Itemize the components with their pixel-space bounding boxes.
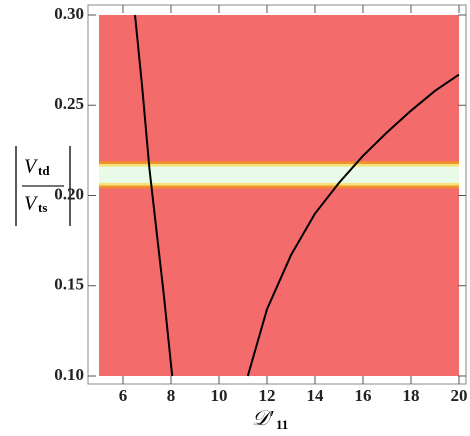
- x-label-sub: 11: [276, 417, 288, 432]
- x-tick-label: 20: [451, 386, 468, 405]
- x-tick-label: 16: [355, 386, 372, 405]
- x-tick-label: 8: [167, 386, 176, 405]
- band: [99, 166, 459, 183]
- y-tick-label: 0.10: [54, 365, 84, 384]
- y-tick-label: 0.20: [54, 184, 84, 203]
- numerator: V: [24, 156, 39, 178]
- x-tick-label: 14: [307, 386, 325, 405]
- y-tick-label: 0.30: [54, 4, 84, 23]
- denominator: V: [24, 193, 39, 215]
- x-axis-label: 𝒟′ 11: [252, 406, 288, 432]
- x-tick-label: 6: [119, 386, 128, 405]
- x-tick-label: 10: [211, 386, 228, 405]
- background-region: [99, 15, 459, 376]
- x-tick-label: 18: [403, 386, 420, 405]
- curve: [134, 14, 174, 377]
- y-tick-label: 0.15: [54, 275, 84, 294]
- y-axis-label: V td V ts: [15, 146, 71, 226]
- x-label-main: 𝒟′: [252, 406, 274, 430]
- y-tick-label: 0.25: [54, 94, 84, 113]
- curve: [246, 73, 460, 377]
- denominator-sub: ts: [38, 200, 47, 215]
- numerator-sub: td: [38, 163, 50, 178]
- x-tick-label: 12: [259, 386, 276, 405]
